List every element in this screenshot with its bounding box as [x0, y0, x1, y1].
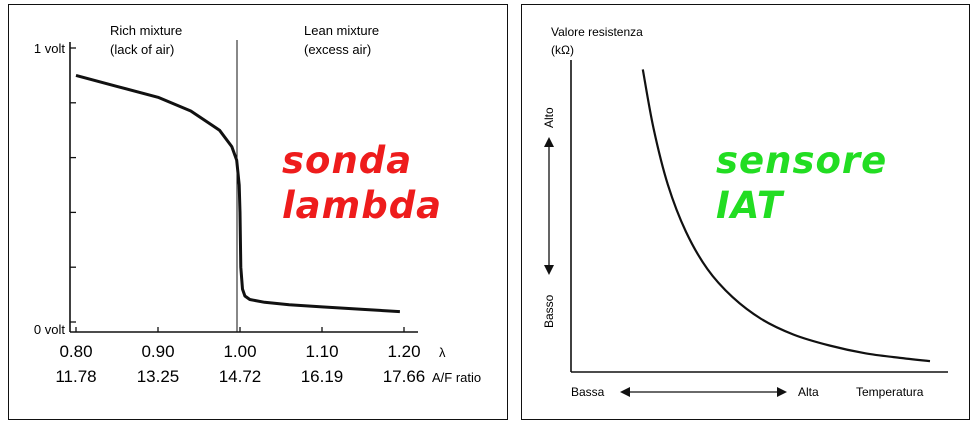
iat-title-line-1: sensore	[716, 139, 888, 182]
af-ratio-axis-label: A/F ratio	[432, 370, 481, 385]
arrow-up-icon	[544, 137, 554, 147]
iat-title-line-2: IAT	[716, 184, 784, 227]
arrow-right-icon	[777, 387, 787, 397]
rich-mixture-sublabel: (lack of air)	[110, 42, 174, 57]
y-direction-high-label: Alto	[542, 107, 556, 128]
lean-mixture-sublabel: (excess air)	[304, 42, 371, 57]
y-direction-low-label: Basso	[542, 294, 556, 328]
arrow-down-icon	[544, 265, 554, 275]
lambda-voltage-chart: 0.80 11.78 0.90 13.25 1.00 14.72 1.10 16.19 1.20…	[34, 23, 481, 386]
lambda-x-tick-label: 1.10	[305, 342, 338, 361]
af-ratio-tick-label: 16.19	[301, 367, 344, 386]
lambda-x-tick-label: 0.90	[141, 342, 174, 361]
lambda-voltage-curve	[75, 73, 400, 314]
iat-y-axis-label: Valore resistenza	[551, 25, 643, 39]
af-ratio-tick-label: 13.25	[137, 367, 180, 386]
af-ratio-tick-label: 11.78	[55, 367, 96, 386]
lambda-x-tick-label: 1.20	[387, 342, 420, 361]
iat-x-axis-label: Temperatura	[856, 385, 924, 399]
lambda-sensor-title: sonda lambda	[282, 142, 442, 232]
lambda-x-tick-label: 0.80	[59, 342, 92, 361]
lambda-title-line-1: sonda	[282, 139, 413, 182]
x-direction-low-label: Bassa	[571, 385, 605, 399]
lambda-x-tick-label: 1.00	[223, 342, 256, 361]
y-tick-top-label: 1 volt	[34, 41, 65, 56]
lambda-sensor-panel	[8, 4, 508, 420]
iat-y-axis-unit: (kΩ)	[551, 43, 574, 57]
lambda-title-line-2: lambda	[282, 184, 443, 227]
arrow-left-icon	[620, 387, 630, 397]
iat-resistance-chart: Valore resistenza (kΩ) Alto Basso Bassa …	[542, 25, 948, 399]
lean-mixture-label: Lean mixture	[304, 23, 379, 38]
af-ratio-tick-label: 14.72	[219, 367, 262, 386]
rich-mixture-label: Rich mixture	[110, 23, 182, 38]
x-direction-high-label: Alta	[798, 385, 819, 399]
iat-sensor-panel	[521, 4, 970, 420]
iat-resistance-curve	[641, 69, 931, 363]
y-tick-bottom-label: 0 volt	[34, 322, 65, 337]
lambda-axis-label: λ	[439, 345, 446, 360]
iat-sensor-title: sensore IAT	[716, 142, 887, 232]
af-ratio-tick-label: 17.66	[383, 367, 426, 386]
